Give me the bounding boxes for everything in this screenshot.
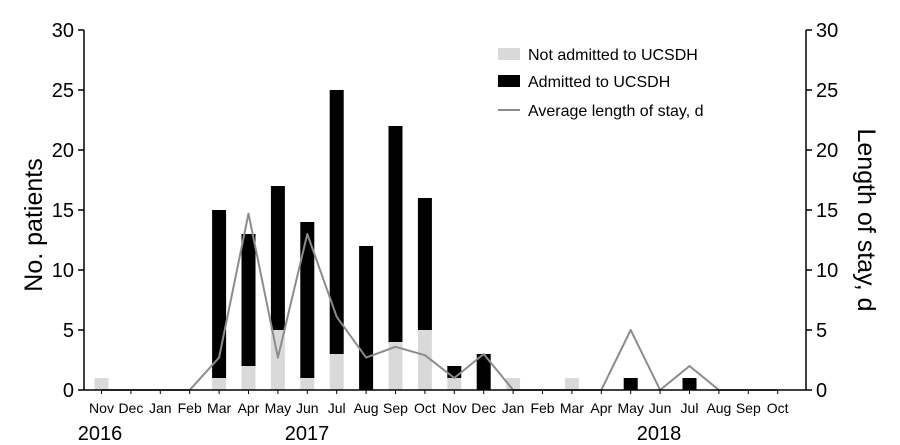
line-length-of-stay bbox=[101, 212, 778, 391]
bar-not-admitted bbox=[212, 378, 227, 390]
year-label-3: 2018 bbox=[637, 423, 682, 445]
year-label-2: 2017 bbox=[285, 423, 330, 445]
bar-admitted bbox=[270, 186, 285, 330]
x-tick-label: Mar bbox=[560, 400, 584, 416]
x-tick-label: Jul bbox=[328, 400, 346, 416]
y-tick-label-right: 5 bbox=[816, 320, 827, 342]
y-tick-label-right: 15 bbox=[816, 200, 838, 222]
y-tick-label-right: 20 bbox=[816, 140, 838, 162]
x-tick-label: Feb bbox=[178, 400, 202, 416]
bar-admitted bbox=[329, 90, 344, 354]
y-tick-label-left: 5 bbox=[63, 320, 74, 342]
bars-layer bbox=[94, 90, 697, 390]
x-tick-label: Jan bbox=[502, 400, 525, 416]
ticks-layer: 0 0 5 5 10 10 15 15 20 20 25 25 30 30 bbox=[52, 20, 839, 402]
y-tick-label-left: 25 bbox=[52, 80, 74, 102]
bar-not-admitted bbox=[94, 378, 109, 390]
bar-not-admitted bbox=[388, 342, 403, 390]
y-tick-label-right: 25 bbox=[816, 80, 838, 102]
bar-admitted bbox=[682, 378, 697, 390]
bar-admitted bbox=[623, 378, 638, 390]
bar-admitted bbox=[417, 198, 432, 330]
bar-not-admitted bbox=[564, 378, 579, 390]
y-tick-label-left: 0 bbox=[63, 380, 74, 402]
x-tick-label: Jun bbox=[649, 400, 672, 416]
x-tick-label: May bbox=[617, 400, 643, 416]
legend-label-length-of-stay: Average length of stay, d bbox=[528, 103, 704, 120]
bar-admitted bbox=[241, 234, 256, 366]
x-tick-label: Apr bbox=[590, 400, 612, 416]
x-tick-label: Nov bbox=[89, 400, 114, 416]
bar-admitted bbox=[447, 366, 462, 378]
legend-swatch-not-admitted bbox=[498, 48, 520, 60]
y-tick-label-left: 20 bbox=[52, 140, 74, 162]
bar-admitted bbox=[300, 222, 315, 378]
x-tick-label: Oct bbox=[767, 400, 789, 416]
bar-not-admitted bbox=[241, 366, 256, 390]
x-tick-label: Sep bbox=[736, 400, 761, 416]
x-tick-label: Aug bbox=[354, 400, 379, 416]
bar-not-admitted bbox=[447, 378, 462, 390]
y-tick-label-left: 10 bbox=[52, 260, 74, 282]
y-axis-left-title: No. patients bbox=[20, 158, 48, 291]
x-tick-label: Sep bbox=[383, 400, 408, 416]
y-tick-label-right: 10 bbox=[816, 260, 838, 282]
x-tick-label: Aug bbox=[706, 400, 731, 416]
x-tick-label: May bbox=[265, 400, 291, 416]
x-tick-label: Feb bbox=[530, 400, 554, 416]
x-tick-label: Apr bbox=[238, 400, 260, 416]
x-tick-label: Jun bbox=[296, 400, 319, 416]
bar-admitted bbox=[476, 354, 491, 390]
bar-admitted bbox=[388, 126, 403, 342]
x-tick-label: Dec bbox=[471, 400, 496, 416]
x-tick-label: Nov bbox=[442, 400, 467, 416]
bar-not-admitted bbox=[329, 354, 344, 390]
x-tick-label: Jan bbox=[149, 400, 172, 416]
x-tick-label: Dec bbox=[118, 400, 143, 416]
line-layer bbox=[101, 212, 778, 391]
y-tick-label-right: 0 bbox=[816, 380, 827, 402]
x-tick-label: Jul bbox=[681, 400, 699, 416]
y-tick-label-left: 15 bbox=[52, 200, 74, 222]
month-labels: Nov Dec Jan Feb Mar Apr May Jun Jul Aug Sep Oct Nov D… bbox=[89, 390, 789, 416]
legend-label-admitted: Admitted to UCSDH bbox=[528, 74, 670, 91]
x-tick-label: Mar bbox=[207, 400, 231, 416]
legend-swatch-admitted bbox=[498, 75, 520, 87]
x-tick-label: Oct bbox=[414, 400, 436, 416]
bar-not-admitted bbox=[300, 378, 315, 390]
bar-admitted bbox=[359, 246, 374, 390]
legend: Not admitted to UCSDH Admitted to UCSDH … bbox=[498, 47, 704, 120]
bar-not-admitted bbox=[417, 330, 432, 390]
y-tick-label-right: 30 bbox=[816, 20, 838, 42]
legend-label-not-admitted: Not admitted to UCSDH bbox=[528, 47, 698, 64]
year-label-1: 2016 bbox=[78, 423, 123, 445]
y-axis-right-title: Length of stay, d bbox=[852, 129, 880, 312]
y-tick-label-left: 30 bbox=[52, 20, 74, 42]
